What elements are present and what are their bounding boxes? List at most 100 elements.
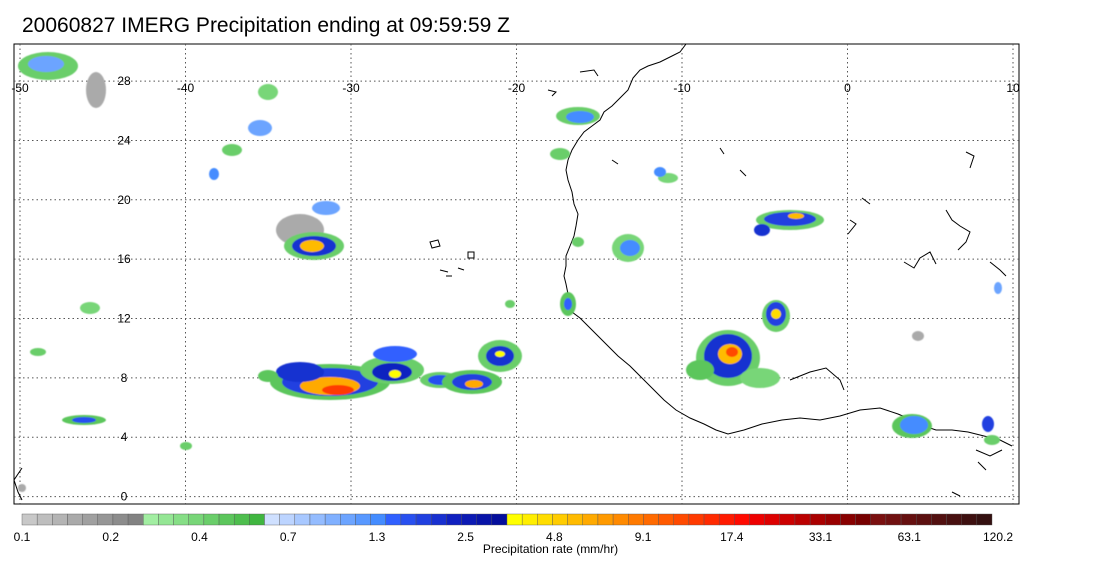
colorbar-swatch	[112, 513, 129, 526]
colorbar-swatch	[97, 513, 114, 526]
colorbar-swatch	[127, 513, 144, 526]
colorbar-swatch	[809, 513, 826, 526]
colorbar-swatch	[446, 513, 462, 526]
colorbar-tick-label: 0.2	[102, 530, 119, 544]
colorbar-swatch	[324, 513, 341, 526]
colorbar-swatch	[233, 513, 250, 526]
colorbar-swatch	[461, 513, 477, 526]
colorbar-swatch	[855, 513, 871, 526]
map-title: 20060827 IMERG Precipitation ending at 0…	[22, 14, 510, 37]
colorbar-swatch	[703, 513, 720, 526]
colorbar-swatch	[734, 513, 750, 526]
colorbar-tick-labels: 0.1 0.2 0.4 0.7 1.3 2.5 4.8 9.1 17.4 33.1 63.1 120.…	[14, 530, 1014, 544]
lon-tick-label: -10	[673, 81, 691, 95]
colorbar-swatch	[643, 513, 659, 526]
colorbar-tick-label: 63.1	[898, 530, 922, 544]
lat-tick-label: 12	[117, 312, 131, 326]
colorbar-tick-label: 9.1	[635, 530, 652, 544]
colorbar-swatch	[218, 513, 235, 526]
colorbar-swatch	[749, 513, 765, 526]
colorbar-swatch	[173, 513, 189, 526]
colorbar-tick-label: 120.2	[983, 530, 1013, 544]
lon-tick-label: -20	[508, 81, 526, 95]
colorbar-swatch	[370, 513, 386, 526]
colorbar	[21, 513, 993, 526]
colorbar-swatch	[688, 513, 705, 526]
colorbar-swatch	[355, 513, 371, 526]
colorbar-swatch	[840, 513, 856, 526]
colorbar-swatch	[825, 513, 841, 526]
colorbar-swatch	[82, 513, 98, 526]
colorbar-swatch	[158, 513, 174, 526]
colorbar-swatch	[537, 513, 553, 526]
lon-tick-label: -50	[11, 81, 29, 95]
colorbar-tick-label: 1.3	[369, 530, 386, 544]
latitude-labels: 0 4 8 12 16 20 24 28	[117, 74, 131, 503]
colorbar-swatch	[249, 513, 265, 526]
colorbar-swatch	[52, 513, 68, 526]
longitude-labels: -50 -40 -30 -20 -10 0 10	[11, 81, 1020, 95]
lat-tick-label: 8	[121, 371, 128, 385]
colorbar-title: Precipitation rate (mm/hr)	[482, 542, 619, 556]
colorbar-swatch	[279, 513, 296, 526]
colorbar-swatch	[21, 513, 38, 526]
colorbar-swatch	[431, 513, 447, 526]
colorbar-swatch	[476, 513, 493, 526]
lon-tick-label: -40	[177, 81, 195, 95]
lat-tick-label: 20	[117, 193, 131, 207]
colorbar-swatch	[203, 513, 220, 526]
lat-tick-label: 24	[117, 133, 131, 147]
colorbar-swatch	[597, 513, 614, 526]
colorbar-tick-label: 33.1	[809, 530, 833, 544]
colorbar-swatch	[779, 513, 796, 526]
colorbar-swatch	[36, 513, 53, 526]
colorbar-swatch	[67, 513, 83, 526]
precipitation-field	[18, 52, 1002, 492]
lat-tick-label: 16	[117, 252, 131, 266]
lat-tick-label: 4	[121, 430, 128, 444]
colorbar-swatch	[340, 513, 356, 526]
colorbar-swatch	[552, 513, 568, 526]
colorbar-tick-label: 0.4	[191, 530, 208, 544]
lon-tick-label: 0	[844, 81, 851, 95]
colorbar-swatch	[309, 513, 326, 526]
colorbar-swatch	[900, 513, 917, 526]
lon-tick-label: 10	[1006, 81, 1020, 95]
colorbar-swatch	[916, 513, 932, 526]
colorbar-swatch	[506, 513, 523, 526]
colorbar-swatch	[885, 513, 902, 526]
colorbar-tick-label: 0.7	[280, 530, 297, 544]
colorbar-swatch	[400, 513, 417, 526]
colorbar-swatch	[415, 513, 432, 526]
colorbar-tick-label: 17.4	[720, 530, 744, 544]
colorbar-tick-label: 0.1	[14, 530, 31, 544]
colorbar-swatch	[582, 513, 599, 526]
colorbar-swatch	[188, 513, 205, 526]
colorbar-swatch	[870, 513, 887, 526]
colorbar-swatch	[658, 513, 674, 526]
colorbar-swatch	[931, 513, 947, 526]
colorbar-swatch	[612, 513, 629, 526]
colorbar-swatch	[294, 513, 311, 526]
colorbar-swatch	[521, 513, 538, 526]
colorbar-swatch	[794, 513, 811, 526]
colorbar-swatch	[143, 513, 159, 526]
colorbar-swatch	[567, 513, 583, 526]
colorbar-swatch	[628, 513, 644, 526]
colorbar-swatch	[976, 513, 993, 526]
colorbar-swatch	[764, 513, 781, 526]
colorbar-tick-label: 4.8	[546, 530, 563, 544]
colorbar-swatch	[946, 513, 962, 526]
colorbar-swatch	[673, 513, 690, 526]
lat-tick-label: 28	[117, 74, 131, 88]
colorbar-swatch	[961, 513, 978, 526]
gridlines	[14, 44, 1019, 504]
colorbar-swatch	[491, 513, 508, 526]
colorbar-tick-label: 2.5	[457, 530, 474, 544]
lat-tick-label: 0	[121, 490, 128, 504]
lon-tick-label: -30	[342, 81, 360, 95]
colorbar-swatch	[718, 513, 735, 526]
colorbar-swatch	[385, 513, 402, 526]
colorbar-swatch	[264, 513, 280, 526]
